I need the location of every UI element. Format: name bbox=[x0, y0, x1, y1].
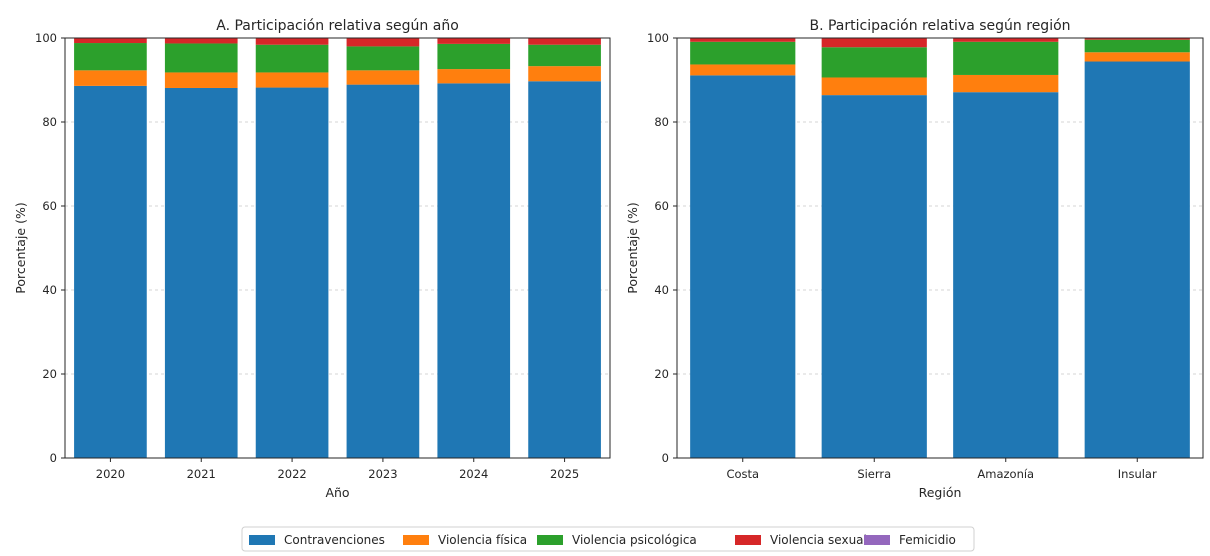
legend-label: Femicidio bbox=[899, 533, 956, 547]
bar-segment bbox=[346, 70, 420, 85]
chart-title: B. Participación relativa según región bbox=[809, 18, 1070, 34]
y-tick-label: 100 bbox=[647, 31, 669, 45]
x-tick-label: Insular bbox=[1118, 467, 1157, 481]
y-tick-label: 0 bbox=[50, 451, 57, 465]
bar-segment bbox=[953, 38, 1059, 42]
y-axis-label: Porcentaje (%) bbox=[625, 202, 640, 293]
y-tick-label: 100 bbox=[35, 31, 57, 45]
bar-segment bbox=[255, 38, 329, 45]
x-tick-label: Costa bbox=[726, 467, 759, 481]
panel-a: 0 20 40 60 80 100 2020 2021 2022 2023 2024 2025 A. P… bbox=[13, 18, 611, 500]
y-tick-label: 60 bbox=[654, 199, 669, 213]
bar-segment bbox=[1084, 61, 1190, 459]
legend-swatch bbox=[537, 535, 563, 545]
bar-segment bbox=[953, 92, 1059, 459]
bar-segment bbox=[821, 47, 927, 78]
bar-segment bbox=[164, 43, 238, 73]
bar-segment bbox=[74, 43, 147, 71]
bar-segment bbox=[528, 66, 601, 82]
bar-segment bbox=[1084, 52, 1190, 62]
bar-segment bbox=[437, 43, 511, 70]
bar-segment bbox=[821, 95, 927, 459]
chart-title: A. Participación relativa según año bbox=[216, 18, 459, 34]
bar-segment bbox=[1084, 38, 1190, 40]
x-tick-label: 2021 bbox=[187, 467, 216, 481]
axes-frame bbox=[676, 37, 1204, 459]
bar-segment bbox=[437, 69, 511, 84]
bar-segment bbox=[164, 87, 238, 458]
bar-segment bbox=[437, 83, 511, 459]
bar-segment bbox=[346, 84, 420, 459]
x-tick-label: 2025 bbox=[550, 467, 579, 481]
bar-segment bbox=[255, 72, 329, 88]
bar-segment bbox=[528, 44, 601, 67]
bar-segment bbox=[690, 38, 796, 42]
x-tick-label: Amazonía bbox=[977, 467, 1034, 481]
bar-segment bbox=[528, 81, 601, 458]
x-axis-label: Año bbox=[325, 485, 349, 500]
legend-label: Contravenciones bbox=[284, 533, 385, 547]
bar-segment bbox=[346, 38, 420, 47]
bar-segment bbox=[74, 70, 147, 86]
legend-swatch bbox=[864, 535, 890, 545]
legend-swatch bbox=[249, 535, 275, 545]
y-axis-label: Porcentaje (%) bbox=[13, 202, 28, 293]
bar-segment bbox=[690, 41, 796, 65]
bar-segment bbox=[953, 74, 1059, 93]
bar-segment bbox=[690, 75, 796, 458]
bar-segment bbox=[821, 38, 927, 48]
x-tick-label: 2023 bbox=[368, 467, 397, 481]
bar-segment bbox=[255, 87, 329, 458]
y-tick-label: 0 bbox=[662, 451, 669, 465]
bar-segment bbox=[346, 46, 420, 71]
x-tick-label: Sierra bbox=[857, 467, 891, 481]
bar-segment bbox=[528, 38, 601, 45]
y-tick-label: 40 bbox=[654, 283, 669, 297]
bar-segment bbox=[164, 72, 238, 88]
axes-frame bbox=[64, 37, 611, 459]
y-tick-label: 80 bbox=[42, 115, 57, 129]
y-tick-label: 20 bbox=[42, 367, 57, 381]
x-tick-label: 2022 bbox=[277, 467, 306, 481]
panel-b: 0 20 40 60 80 100 Costa Sierra Amazonía Insular B.… bbox=[625, 18, 1204, 500]
legend-label: Violencia psicológica bbox=[572, 533, 697, 547]
bar-segment bbox=[164, 38, 238, 44]
x-tick-label: 2020 bbox=[96, 467, 125, 481]
bar-segment bbox=[437, 38, 511, 44]
y-tick-label: 60 bbox=[42, 199, 57, 213]
bar-segment bbox=[255, 44, 329, 73]
legend-label: Violencia física bbox=[438, 533, 527, 547]
y-tick-label: 40 bbox=[42, 283, 57, 297]
x-axis-label: Región bbox=[919, 485, 962, 500]
bar-segment bbox=[74, 38, 147, 44]
legend: Contravenciones Violencia física Violencia… bbox=[241, 526, 975, 552]
y-tick-label: 80 bbox=[654, 115, 669, 129]
bar-segment bbox=[953, 41, 1059, 75]
y-tick-label: 20 bbox=[654, 367, 669, 381]
legend-label: Violencia sexual bbox=[770, 533, 867, 547]
bar-segment bbox=[1084, 39, 1190, 53]
bar-segment bbox=[690, 64, 796, 76]
x-tick-label: 2024 bbox=[459, 467, 488, 481]
bar-segment bbox=[74, 85, 147, 458]
legend-swatch bbox=[735, 535, 761, 545]
legend-swatch bbox=[403, 535, 429, 545]
bar-segment bbox=[821, 77, 927, 96]
